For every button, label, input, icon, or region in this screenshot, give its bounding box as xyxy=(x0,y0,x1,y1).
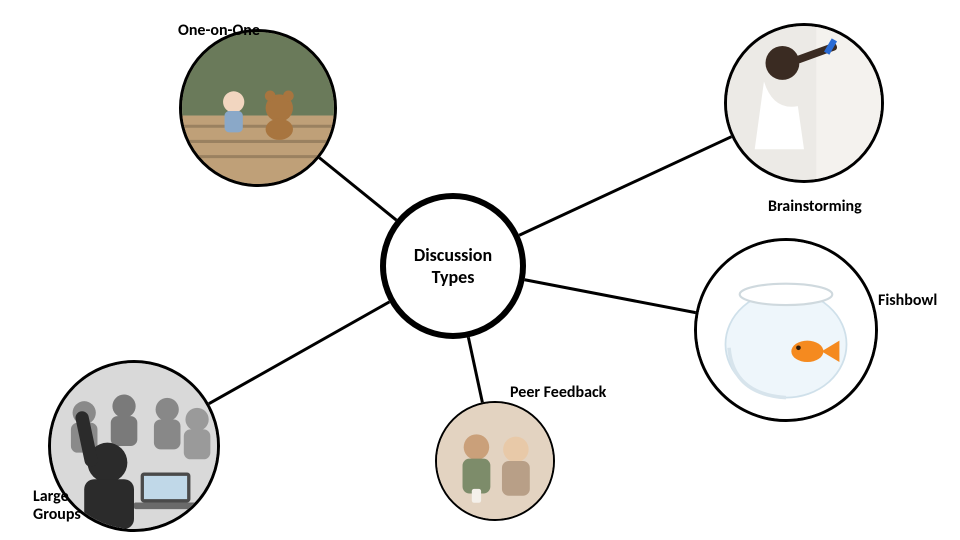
edge xyxy=(519,137,731,236)
label-fishbowl: Fishbowl xyxy=(878,292,937,310)
node-peer-feedback xyxy=(435,401,555,521)
node-one-on-one xyxy=(179,29,337,187)
edge xyxy=(209,302,390,404)
peer-feedback-image-icon xyxy=(437,403,553,519)
one-on-one-image-icon xyxy=(182,32,334,184)
center-node-discussion-types: Discussion Types xyxy=(380,193,526,339)
fishbowl-image-icon xyxy=(697,241,875,419)
brainstorming-image-icon xyxy=(727,26,881,180)
center-node-label: Discussion Types xyxy=(414,244,492,288)
node-fishbowl xyxy=(694,238,878,422)
label-one-on-one: One-on-One xyxy=(178,22,260,40)
node-brainstorming xyxy=(724,23,884,183)
edge xyxy=(319,158,396,220)
label-large-groups: Large Groups xyxy=(33,488,81,523)
label-peer-feedback: Peer Feedback xyxy=(510,384,606,402)
edge xyxy=(525,280,696,313)
edge xyxy=(468,337,482,402)
label-brainstorming: Brainstorming xyxy=(768,198,862,216)
